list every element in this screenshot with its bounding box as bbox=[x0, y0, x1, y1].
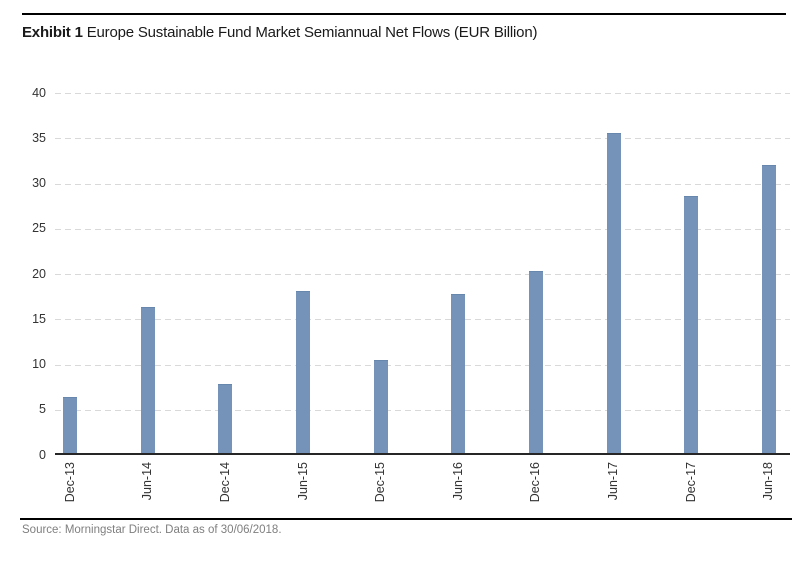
x-axis-tick-label: Jun-14 bbox=[140, 462, 155, 501]
bar-Dec-14 bbox=[218, 383, 233, 453]
x-axis-tick-label: Dec-16 bbox=[528, 462, 543, 503]
gridline-y30 bbox=[55, 183, 790, 185]
x-axis-tick-label: Jun-17 bbox=[606, 462, 621, 501]
source-note: Source: Morningstar Direct. Data as of 3… bbox=[22, 524, 282, 536]
bar-Jun-17 bbox=[606, 132, 621, 453]
x-axis-tick-label: Jun-18 bbox=[761, 462, 776, 501]
y-axis-tick-label: 10 bbox=[32, 357, 46, 371]
bar-Jun-15 bbox=[296, 291, 310, 453]
y-axis-tick-label: 15 bbox=[32, 311, 46, 326]
y-axis-tick-label: 25 bbox=[32, 221, 46, 236]
x-axis-tick-label: Jun-16 bbox=[450, 462, 465, 501]
footer-rule bbox=[20, 518, 792, 520]
plot-area bbox=[55, 93, 790, 455]
y-axis-tick-label: 35 bbox=[32, 130, 46, 145]
y-axis-tick-label: 20 bbox=[32, 266, 46, 281]
x-axis-tick-label: Dec-14 bbox=[217, 462, 232, 503]
bar-Jun-16 bbox=[451, 293, 466, 453]
gridline-y40 bbox=[55, 93, 790, 94]
gridline-y20 bbox=[55, 274, 790, 275]
bar-Dec-17 bbox=[684, 196, 699, 453]
y-axis-tick-label: 5 bbox=[39, 402, 46, 417]
y-axis-tick-label: 30 bbox=[32, 176, 46, 190]
bar-Jun-18 bbox=[761, 164, 776, 453]
bar-Dec-16 bbox=[528, 271, 543, 453]
x-axis-tick-label: Dec-13 bbox=[62, 462, 77, 503]
bar-Dec-15 bbox=[373, 360, 388, 453]
chart-title-text: Europe Sustainable Fund Market Semiannua… bbox=[86, 24, 538, 41]
y-axis-tick-label: 40 bbox=[32, 85, 46, 100]
gridline-y35 bbox=[55, 138, 790, 140]
gridline-y25 bbox=[55, 228, 790, 230]
exhibit-label: Exhibit 1 bbox=[22, 24, 83, 41]
x-axis-line bbox=[55, 453, 790, 455]
bar-Dec-13 bbox=[63, 397, 77, 453]
gridline-y5 bbox=[55, 409, 790, 411]
x-axis-tick-label: Dec-17 bbox=[683, 462, 698, 503]
bar-Jun-14 bbox=[140, 306, 155, 453]
gridline-y15 bbox=[55, 319, 790, 321]
y-axis-tick-label: 0 bbox=[39, 447, 46, 462]
header-rule bbox=[22, 13, 786, 15]
chart-title: Exhibit 1 Europe Sustainable Fund Market … bbox=[22, 24, 537, 41]
x-axis-tick-label: Dec-15 bbox=[373, 462, 388, 503]
gridline-y10 bbox=[55, 364, 790, 366]
x-axis-tick-label: Jun-15 bbox=[295, 462, 310, 501]
